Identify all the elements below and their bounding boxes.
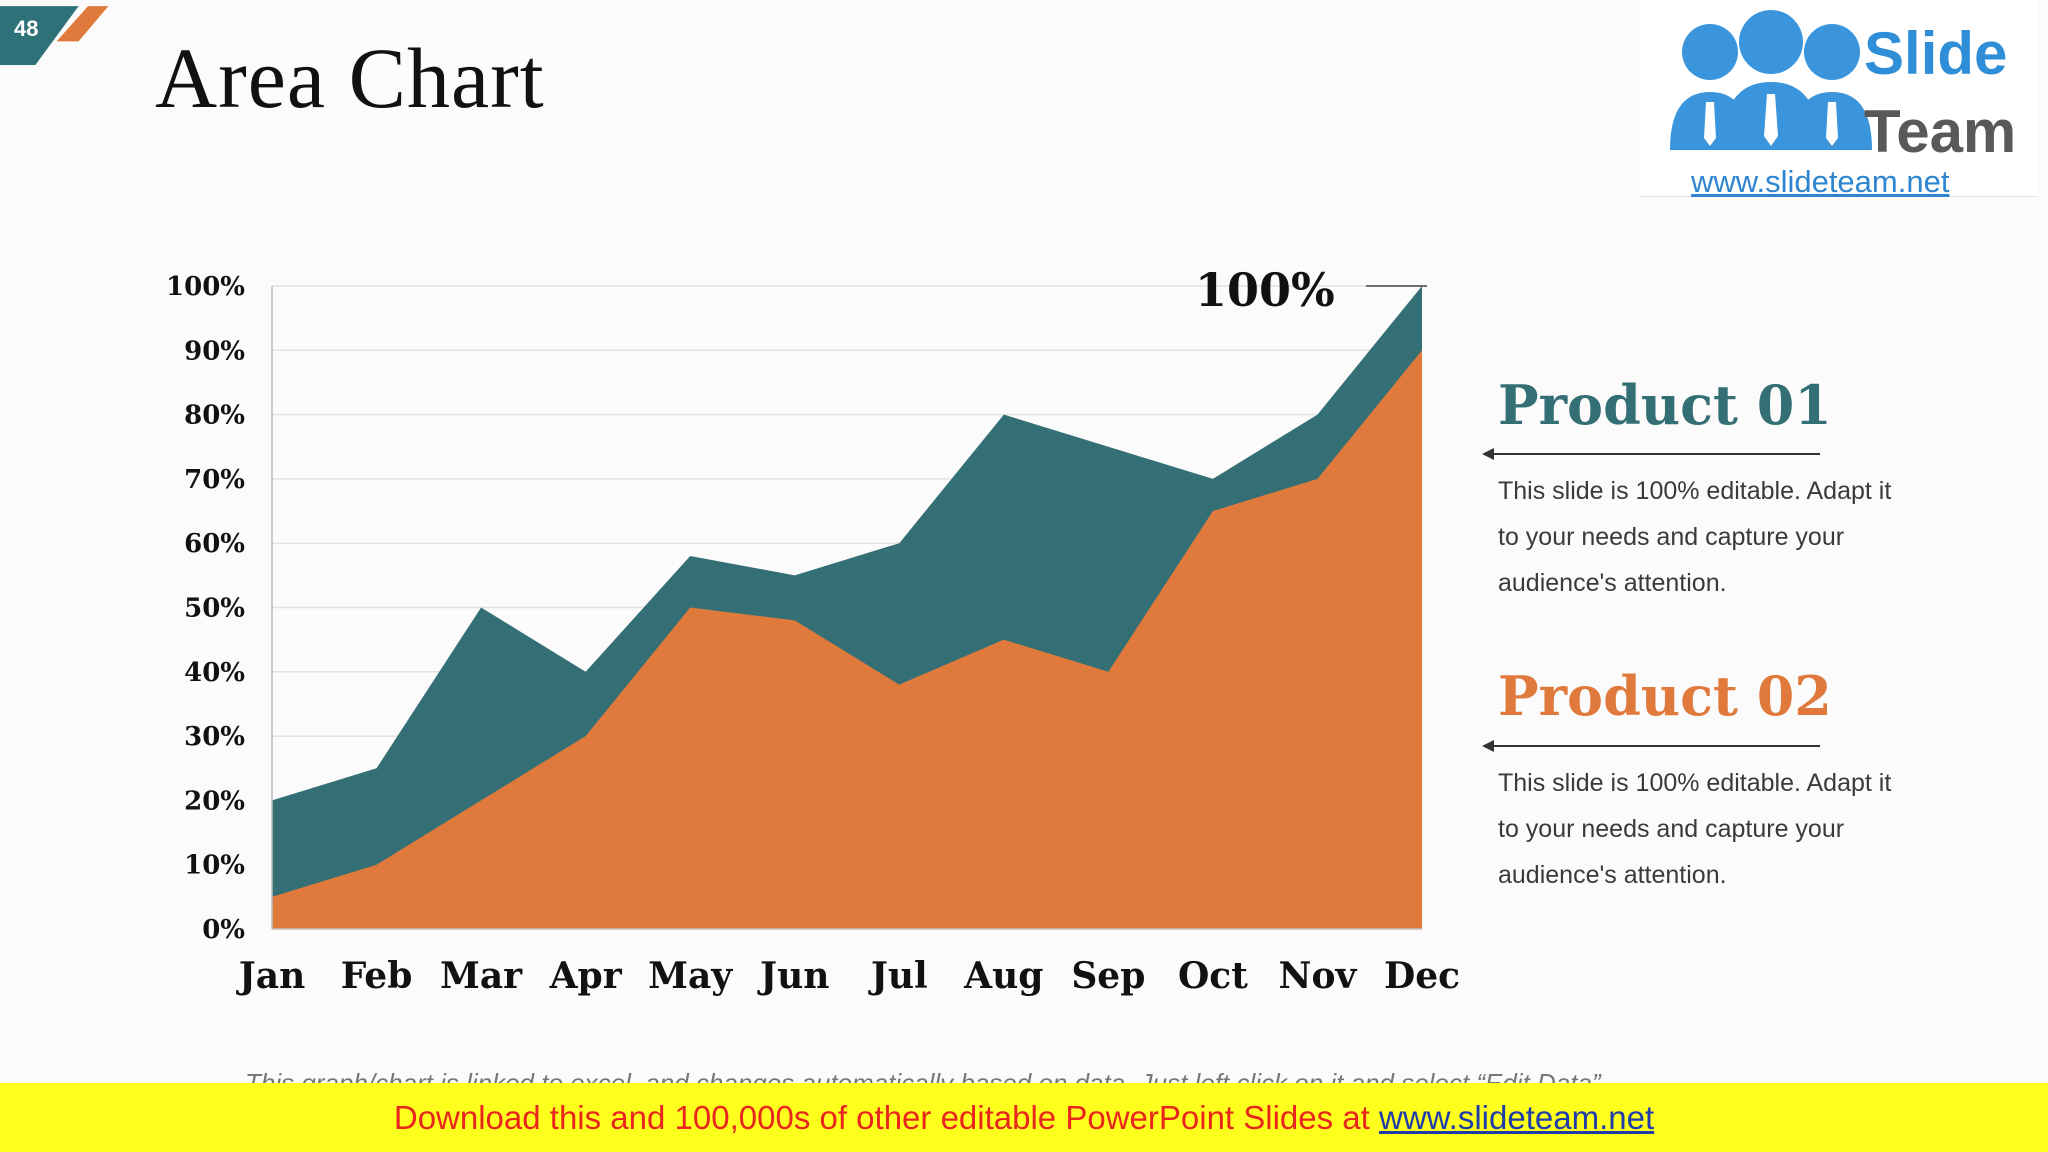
tab-orange-shape: [56, 6, 109, 42]
slide-number: 48: [14, 16, 39, 41]
y-tick-label: 80%: [184, 401, 245, 431]
tab-teal-shape: [0, 6, 79, 65]
y-tick-label: 60%: [184, 529, 245, 559]
x-tick-label: Apr: [549, 955, 623, 997]
x-tick-label: Oct: [1178, 955, 1248, 997]
x-tick-label: Feb: [341, 955, 413, 997]
area-series-2: [272, 350, 1422, 929]
x-tick-label: Mar: [440, 955, 523, 997]
logo-text-team: Team: [1864, 98, 2017, 165]
slide-number-tab: [0, 6, 109, 65]
download-banner: Download this and 100,000s of other edit…: [0, 1083, 2048, 1152]
banner-text: Download this and 100,000s of other edit…: [393, 1099, 1379, 1136]
x-tick-label: Jul: [868, 955, 928, 997]
banner-link[interactable]: www.slideteam.net: [1379, 1099, 1655, 1136]
product-02-description: This slide is 100% editable. Adapt it to…: [1498, 769, 1892, 889]
chart-axes: [271, 286, 1422, 930]
product-01-arrow: [1482, 448, 1820, 460]
y-tick-label: 10%: [184, 851, 245, 881]
chart-areas: [272, 286, 1422, 929]
people-icon: [1670, 10, 1872, 150]
product-02-title: Product 02: [1498, 664, 1832, 728]
logo-text-slide: Slide: [1864, 20, 2008, 87]
slideteam-logo: Slide Team www.slideteam.net: [1640, 0, 2038, 199]
x-tick-label: May: [648, 955, 733, 997]
y-tick-label: 50%: [184, 594, 245, 624]
x-tick-label: Nov: [1279, 955, 1358, 997]
product-02-arrow: [1482, 740, 1820, 752]
y-tick-label: 30%: [184, 722, 245, 752]
page-title: Area Chart: [155, 30, 545, 126]
product-01-description: This slide is 100% editable. Adapt it to…: [1498, 477, 1892, 597]
y-tick-label: 90%: [184, 336, 245, 366]
y-tick-label: 40%: [184, 658, 245, 688]
y-tick-label: 20%: [184, 786, 245, 816]
chart-labels: 0% 10% 20% 30% 40% 50% 60% 70% 80% 90% 100% Jan Feb M…: [166, 272, 1460, 997]
peak-value-label: 100%: [1195, 263, 1335, 317]
x-tick-label: Jun: [757, 955, 829, 997]
product-01-title: Product 01: [1498, 373, 1832, 437]
x-tick-label: Jan: [236, 955, 306, 997]
logo-url-link[interactable]: www.slideteam.net: [1691, 164, 1950, 199]
x-tick-label: Dec: [1384, 955, 1460, 997]
y-tick-label: 70%: [184, 465, 245, 495]
x-tick-label: Aug: [963, 955, 1043, 997]
y-tick-label: 100%: [166, 272, 245, 302]
y-tick-label: 0%: [202, 915, 245, 945]
x-tick-label: Sep: [1071, 955, 1145, 997]
